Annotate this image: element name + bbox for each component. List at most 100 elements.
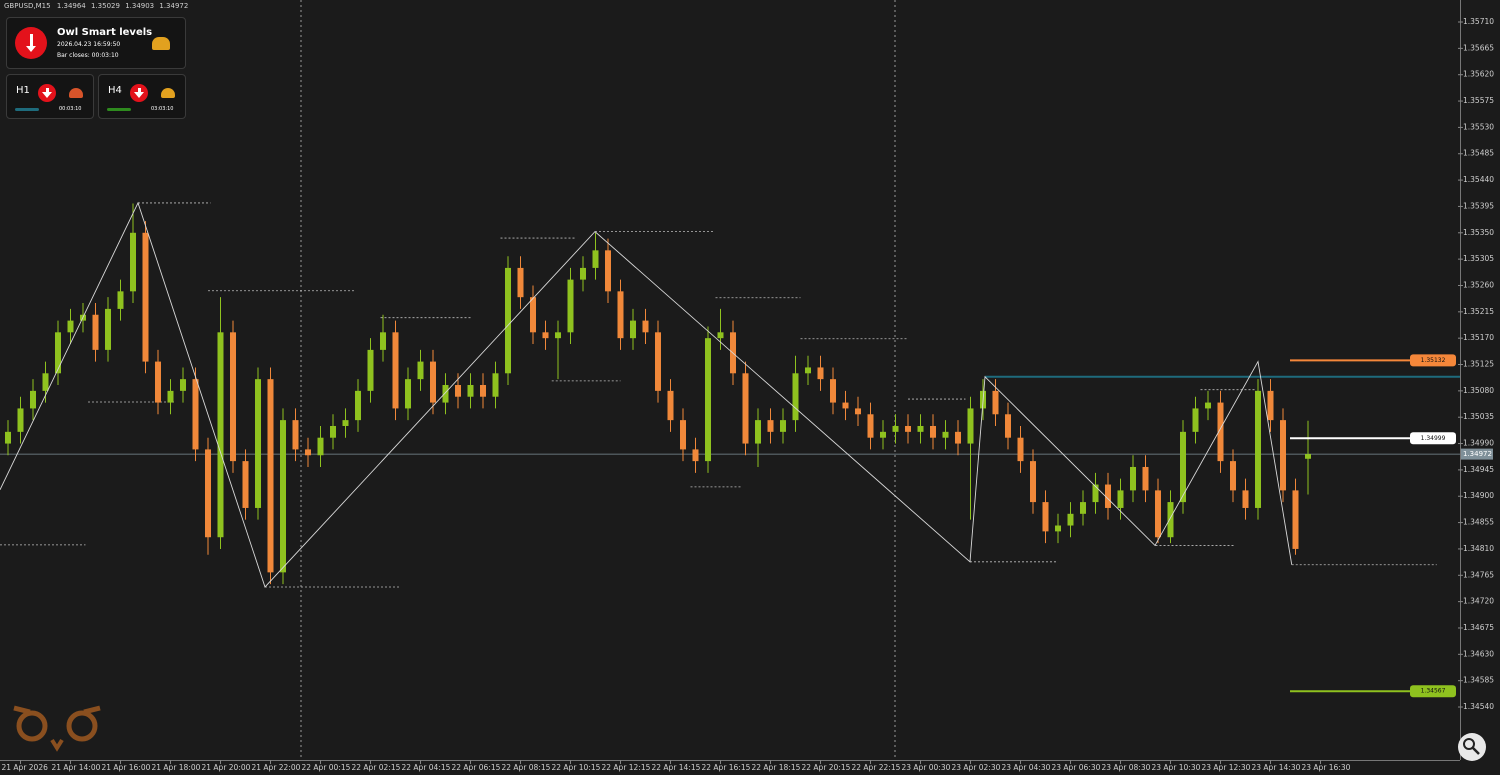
y-tick-label: 1.35710 <box>1463 17 1494 26</box>
candle-body <box>855 408 861 415</box>
panel-time: 2026.04.23 16:59:50 <box>57 41 121 48</box>
level-label: 1.34567 <box>1421 688 1446 695</box>
candle-body <box>142 232 149 362</box>
candle-body <box>567 279 574 333</box>
candle-body <box>105 308 111 350</box>
level-label: 1.34999 <box>1421 435 1446 442</box>
candle-body <box>1155 490 1161 538</box>
candle-body <box>42 373 49 391</box>
header-high: 1.35029 <box>91 2 120 10</box>
x-tick-label: 23 Apr 12:30 <box>1202 763 1251 772</box>
candle-body <box>5 431 11 444</box>
candle-body <box>92 314 99 350</box>
candle-body <box>430 361 436 403</box>
candle-body <box>930 425 936 438</box>
candle-body <box>205 449 211 538</box>
candle-body <box>880 431 886 438</box>
x-tick-label: 23 Apr 06:30 <box>1052 763 1101 772</box>
candle-body <box>1055 525 1061 532</box>
x-tick-label: 23 Apr 04:30 <box>1002 763 1051 772</box>
y-tick-label: 1.35035 <box>1463 412 1494 421</box>
candle-body <box>1242 490 1249 508</box>
x-tick-label: 21 Apr 22:00 <box>252 763 301 772</box>
candle-body <box>892 425 899 432</box>
x-tick-label: 22 Apr 20:15 <box>802 763 851 772</box>
candle-body <box>605 250 611 292</box>
y-tick-label: 1.34900 <box>1463 491 1494 500</box>
zoom-button[interactable] <box>1458 733 1486 761</box>
x-tick-label: 22 Apr 18:15 <box>752 763 801 772</box>
candle-body <box>842 402 849 409</box>
h4-timer: 03:03:10 <box>151 106 174 112</box>
panel-title: Owl Smart levels <box>57 27 153 38</box>
candle-body <box>917 425 924 432</box>
candle-body <box>380 332 386 350</box>
candle-body <box>1292 490 1299 549</box>
candle-body <box>580 267 586 280</box>
x-tick-label: 23 Apr 00:30 <box>902 763 951 772</box>
h1-panel: H1 00:03:10 <box>6 74 94 119</box>
x-tick-label: 22 Apr 10:15 <box>552 763 601 772</box>
candle-body <box>342 420 349 426</box>
h4-progress <box>107 108 131 111</box>
candle-body <box>217 332 224 538</box>
candle-body <box>467 385 474 397</box>
candle-body <box>1030 461 1036 503</box>
x-tick-label: 21 Apr 14:00 <box>52 763 101 772</box>
candle-body <box>417 361 424 380</box>
candle-body <box>1067 513 1074 526</box>
candle-body <box>517 267 524 298</box>
y-tick-label: 1.34765 <box>1463 570 1494 579</box>
y-tick-label: 1.34855 <box>1463 518 1494 527</box>
candle-body <box>555 332 561 339</box>
x-tick-label: 23 Apr 14:30 <box>1252 763 1301 772</box>
h1-label: H1 <box>16 85 30 96</box>
candle-body <box>180 379 186 391</box>
candle-body <box>317 437 324 456</box>
y-tick-label: 1.34585 <box>1463 676 1494 685</box>
h1-timer: 00:03:10 <box>59 106 82 112</box>
candle-body <box>1005 414 1011 438</box>
candle-body <box>1280 420 1286 491</box>
y-tick-label: 1.35395 <box>1463 201 1494 210</box>
candle-body <box>242 461 249 508</box>
price-label-box <box>1461 448 1493 460</box>
h1-progress <box>15 108 39 111</box>
alert-bell <box>152 37 170 50</box>
x-tick-label: 22 Apr 16:15 <box>702 763 751 772</box>
candle-body <box>767 420 774 432</box>
y-tick-label: 1.35305 <box>1463 254 1494 263</box>
owl-panel: Owl Smart levels 2026.04.23 16:59:50 Bar… <box>6 17 186 69</box>
y-tick-label: 1.34720 <box>1463 597 1494 606</box>
candle-body <box>1130 466 1136 491</box>
y-tick-label: 1.35620 <box>1463 70 1494 79</box>
symbol-header: GBPUSD,M15 1.34964 1.35029 1.34903 1.349… <box>4 2 188 10</box>
candle-body <box>167 390 174 403</box>
y-tick-label: 1.35170 <box>1463 333 1494 342</box>
candle-body <box>155 361 161 403</box>
candle-body <box>255 379 261 508</box>
candle-body <box>755 420 761 444</box>
candle-body <box>667 390 674 421</box>
candle-body <box>1117 490 1124 508</box>
y-tick-label: 1.35485 <box>1463 149 1494 158</box>
x-tick-label: 23 Apr 08:30 <box>1102 763 1151 772</box>
candle-body <box>867 414 874 438</box>
y-tick-label: 1.35530 <box>1463 122 1494 131</box>
down-arrow <box>15 27 47 59</box>
candle-body <box>630 320 636 339</box>
candle-body <box>680 420 686 450</box>
candle-body <box>830 379 836 403</box>
candle-body <box>705 338 711 462</box>
x-tick-label: 21 Apr 20:00 <box>202 763 251 772</box>
candle-body <box>1105 484 1111 508</box>
header-low: 1.34903 <box>125 2 154 10</box>
candle-body <box>992 390 999 415</box>
candle-body <box>30 390 36 409</box>
h1-arrow <box>38 84 56 102</box>
y-tick-label: 1.34540 <box>1463 702 1494 711</box>
candle-body <box>280 420 286 573</box>
